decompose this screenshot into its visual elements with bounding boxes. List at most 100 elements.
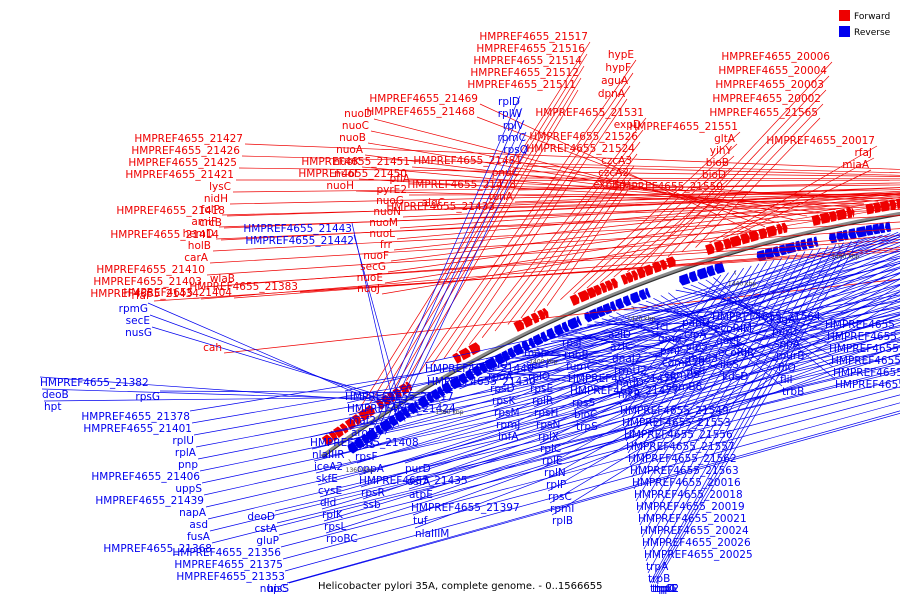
reverse-gene-label: HMPREF4655_21544 [833,367,900,379]
forward-leader-line [384,202,900,284]
reverse-feature [697,267,709,280]
reverse-gene-label: dld [320,497,336,509]
reverse-gene-label: HMPREF4655_21476 [568,373,677,385]
scale-tick-layer: 1360 kbp 1380 kbp 1400 kbp 1420 kbp 1440 kbp… [346,243,860,474]
reverse-gene-label: rplQ [486,359,508,371]
reverse-feature [354,437,366,449]
reverse-leader-line [647,245,829,574]
scale-tick-mark [632,306,635,311]
forward-gene-label: nuoC [342,120,369,132]
reverse-gene-label: HMPREF4655_21549 [620,405,729,417]
reverse-feature [458,372,469,385]
reverse-gene-label: HMPREF4655_21401 [83,423,192,435]
forward-leader-line [200,242,900,300]
forward-feature [865,203,875,215]
forward-leader-line [546,189,629,306]
reverse-gene-label: rplP [546,479,566,491]
reverse-leader-line [525,236,900,360]
reverse-gene-label: nikR [618,389,641,401]
forward-feature [610,278,618,289]
forward-gene-label: nuoB [339,132,366,144]
reverse-gene-label: rpsF [355,451,378,463]
gene-label-layer: HMPREF4655_21517HMPREF4655_21516HMPREF46… [40,31,900,595]
forward-feature [722,238,732,250]
forward-gene-label: HMPREF4655_21526 [529,131,638,143]
forward-gene-label: HMPREF4655_21427 [134,133,243,145]
backbone-arc [320,211,900,458]
reverse-gene-label: comB8 [666,381,702,393]
forward-gene-label: HMPREF4655_21478 [407,179,516,191]
reverse-gene-label: HMPREF4655_21564 [712,311,821,323]
reverse-gene-label: nlaIIIM [415,528,449,540]
forward-feature [748,230,759,242]
reverse-leader-line [274,363,900,512]
forward-gene-label: HMPREF4655_20002 [712,93,821,105]
reverse-feature [764,247,775,260]
reverse-gene-label: trpE [656,583,678,595]
forward-gene-label: HMPREF4655_20006 [721,51,830,63]
legend: Forward Reverse [839,10,891,38]
reverse-leader-line [284,402,900,572]
scale-tick-label: 1440 kbp [728,280,756,287]
reverse-leader-line [352,283,900,440]
reverse-leader-line [313,311,900,462]
forward-feature [713,240,724,253]
reverse-leader-line [203,340,900,496]
forward-gene-label: aguA [601,75,629,87]
reverse-gene-label: rplA [175,447,197,459]
forward-feature [468,342,481,356]
reverse-leader-line [527,238,900,372]
reverse-leader-line [360,307,900,488]
forward-leader-line [520,165,635,319]
forward-gene-label: HMPREF4655_21403 [93,276,202,288]
forward-leader-line [431,72,634,367]
reverse-gene-label: comB9 [664,369,700,381]
reverse-leader-line [311,305,900,450]
reverse-gene-label: rplR [532,395,553,407]
reverse-gene-label: HMPREF4655_21440 [425,363,534,375]
reverse-gene-label: rpsR [361,487,385,499]
forward-leader-line [476,116,766,228]
forward-feature [636,267,646,279]
reverse-gene-label: murB [776,350,804,362]
reverse-gene-label: fliQ [778,362,796,374]
reverse-feature [501,350,511,362]
reverse-gene-label: HMPREF4655_20021 [638,513,747,525]
reverse-gene-label: rpsL [324,521,346,533]
reverse-leader-line [39,376,433,406]
forward-gene-label: yihY [710,145,733,157]
reverse-leader-line [378,119,525,439]
forward-gene-label: holB [188,240,211,252]
reverse-leader-line [645,247,821,562]
legend-swatch-forward [839,10,850,21]
reverse-gene-label: clpA [684,329,707,341]
reverse-gene-label: aroE [351,427,375,439]
reverse-leader-line [536,347,667,382]
forward-gene-label: nuoF [363,250,389,262]
scale-tick-label: 1400 kbp [529,358,557,365]
forward-gene-label: HMPREF4655_21433 [386,201,495,213]
forward-gene-label: exbB3 [593,179,626,191]
forward-feature [577,289,590,303]
reverse-leader-line [641,251,806,538]
reverse-gene-label: rpsD [490,383,515,395]
forward-gene-label: hemD [183,228,214,240]
reverse-leader-line [558,337,687,342]
reverse-gene-label: rpsG [135,391,160,403]
forward-gene-label: HMPREF4655_21481 [413,155,522,167]
reverse-feature [630,291,641,304]
reverse-leader-line [356,295,900,464]
reverse-leader-line [207,354,900,520]
reverse-feature [513,343,525,356]
forward-gene-label: HMPREF4655_21565 [709,107,818,119]
reverse-leader-line [487,236,875,372]
forward-gene-label: dpnA [598,88,626,100]
forward-leader-line [396,193,900,240]
reverse-leader-line [594,321,717,336]
reverse-gene-label: HMPREF4655_21477 [570,385,679,397]
forward-leader-line [203,235,900,288]
reverse-gene-label: trpB [648,573,670,585]
reverse-gene-label: HMPREF4655_21545 [835,379,900,391]
reverse-leader-line [191,300,900,424]
reverse-gene-label: rplD [498,96,520,108]
